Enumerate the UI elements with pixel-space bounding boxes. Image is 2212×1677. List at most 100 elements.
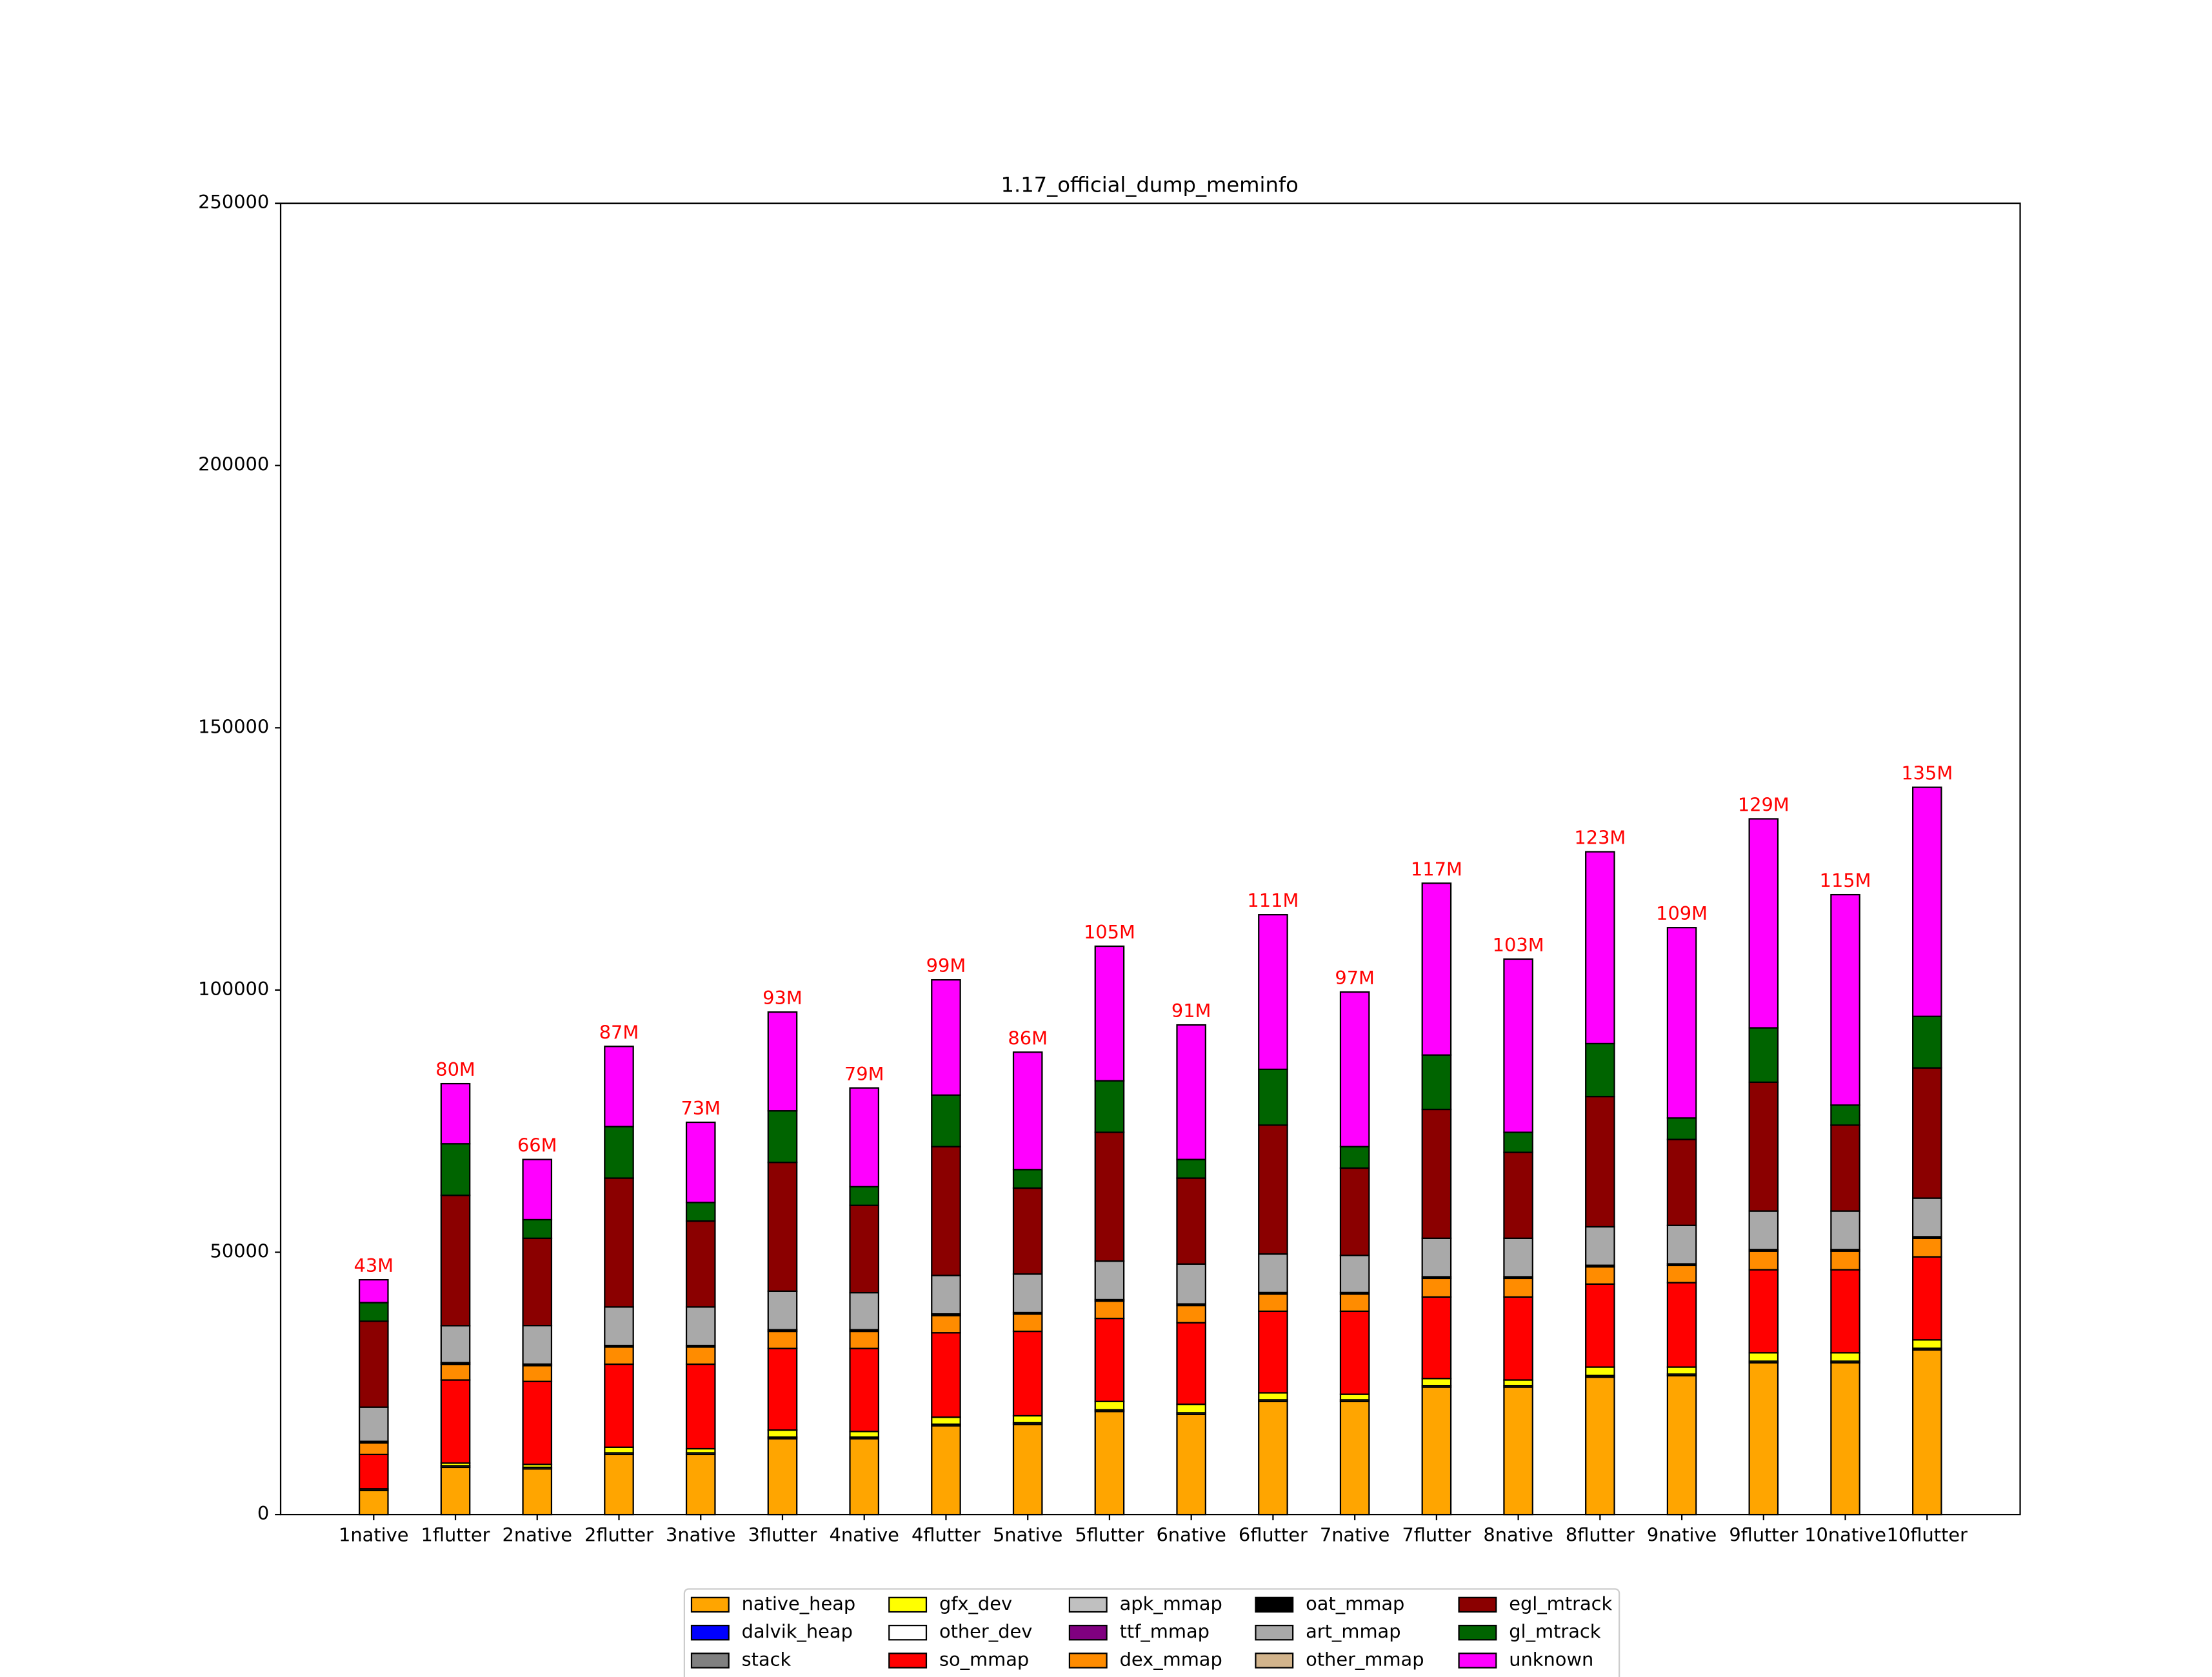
bar-segment (1094, 1300, 1125, 1320)
bar-segment (1503, 1237, 1533, 1278)
bar-segment (1748, 1027, 1779, 1083)
total-label: 117M (1411, 858, 1462, 880)
bar-segment (604, 1177, 634, 1308)
bar-segment (1176, 1322, 1206, 1405)
bar-segment (440, 1379, 471, 1464)
bar-segment (1094, 1131, 1125, 1262)
bar-segment (358, 1489, 389, 1516)
x-tick-label: 3flutter (748, 1523, 817, 1545)
bar-segment (1912, 1349, 1942, 1516)
bar-segment (440, 1364, 471, 1381)
bar-segment (1830, 1104, 1860, 1126)
bar-segment (849, 1204, 880, 1294)
bar-segment (522, 1218, 553, 1239)
bar-segment (522, 1237, 553, 1327)
bar-segment (1912, 1256, 1942, 1341)
bar-segment (767, 1438, 798, 1516)
bar-segment (1421, 1378, 1452, 1387)
bar-segment (1421, 1386, 1452, 1516)
bar-segment (849, 1330, 880, 1349)
bar-segment (1339, 991, 1370, 1147)
legend-label: ashmen (742, 1676, 816, 1677)
bar-segment (1421, 1054, 1452, 1111)
bar-segment (931, 1416, 961, 1425)
bar-segment (1094, 1411, 1125, 1516)
y-tick-label: 0 (257, 1502, 269, 1524)
total-label: 97M (1335, 967, 1375, 989)
legend-label: gl_mtrack (1509, 1620, 1601, 1642)
bar-segment (931, 1425, 961, 1516)
bar-segment (1830, 893, 1860, 1106)
bar-segment (1585, 1376, 1615, 1516)
bar-segment (1830, 1210, 1860, 1251)
bar-segment (440, 1143, 471, 1196)
legend-swatch (1458, 1596, 1497, 1613)
total-label: 111M (1247, 889, 1299, 911)
bar-segment (604, 1453, 634, 1516)
bar-segment (1748, 1081, 1779, 1212)
bar-segment (1421, 1237, 1452, 1278)
legend-label: other_mmap (1306, 1648, 1424, 1670)
legend-swatch (1255, 1624, 1294, 1641)
bar-segment (849, 1186, 880, 1206)
plot-area (275, 203, 1942, 1520)
bar-segment (1830, 1362, 1860, 1516)
bar-segment (1585, 1283, 1615, 1368)
bar-segment (1176, 1263, 1206, 1305)
bar-segment (1258, 914, 1288, 1070)
bar-segment (1421, 1296, 1452, 1380)
bar-segment (604, 1446, 634, 1454)
bar-segment (1176, 1404, 1206, 1414)
x-tick-label: 6flutter (1239, 1523, 1308, 1545)
total-label: 86M (1008, 1027, 1048, 1049)
total-label: 103M (1493, 934, 1544, 956)
y-tick-label: 200000 (198, 453, 269, 475)
bar-segment (849, 1087, 880, 1187)
legend-swatch (1255, 1652, 1294, 1669)
bar-segment (1912, 1237, 1942, 1258)
bar-segment (1258, 1124, 1288, 1255)
bar-segment (1421, 1277, 1452, 1298)
bar-segment (604, 1346, 634, 1365)
bar-segment (1748, 1210, 1779, 1251)
bar-segment (1176, 1304, 1206, 1324)
bar-segment (1585, 1042, 1615, 1098)
bar-segment (685, 1121, 716, 1204)
x-tick-label: 7native (1320, 1523, 1390, 1545)
bar-segment (440, 1195, 471, 1327)
bar-segment (440, 1082, 471, 1145)
bar-segment (767, 1347, 798, 1431)
bar-segment (685, 1453, 716, 1516)
bar-segment (1912, 1015, 1942, 1069)
bar-segment (1258, 1068, 1288, 1126)
bar-segment (1176, 1177, 1206, 1265)
bar-segment (522, 1468, 553, 1516)
bar-segment (1912, 1067, 1942, 1199)
legend-label: ttf_mmap (1120, 1620, 1210, 1642)
bar-segment (1339, 1400, 1370, 1516)
bar-segment (931, 1146, 961, 1276)
bar-segment (1503, 958, 1533, 1133)
x-tick-label: 1native (339, 1523, 408, 1545)
legend-label: so_mmap (939, 1648, 1029, 1670)
bar-segment (604, 1306, 634, 1347)
legend-label: stack (742, 1648, 792, 1670)
bar-segment (1094, 1080, 1125, 1133)
bar-segment (1503, 1151, 1533, 1239)
bar-segment (1666, 1138, 1697, 1226)
y-tick-label: 50000 (210, 1240, 270, 1262)
y-tick-label: 150000 (198, 715, 269, 737)
x-tick-label: 6native (1156, 1523, 1226, 1545)
bar-segment (931, 1315, 961, 1334)
legend-swatch (1068, 1652, 1108, 1669)
legend-label: art_mmap (1306, 1620, 1400, 1642)
bar-segment (1585, 1366, 1615, 1376)
bar-segment (1176, 1413, 1206, 1516)
bar-segment (604, 1126, 634, 1179)
bar-segment (1748, 1250, 1779, 1271)
chart-title: 1.17_official_dump_meminfo (1001, 173, 1299, 197)
bar-segment (767, 1290, 798, 1331)
bar-segment (1666, 1117, 1697, 1140)
